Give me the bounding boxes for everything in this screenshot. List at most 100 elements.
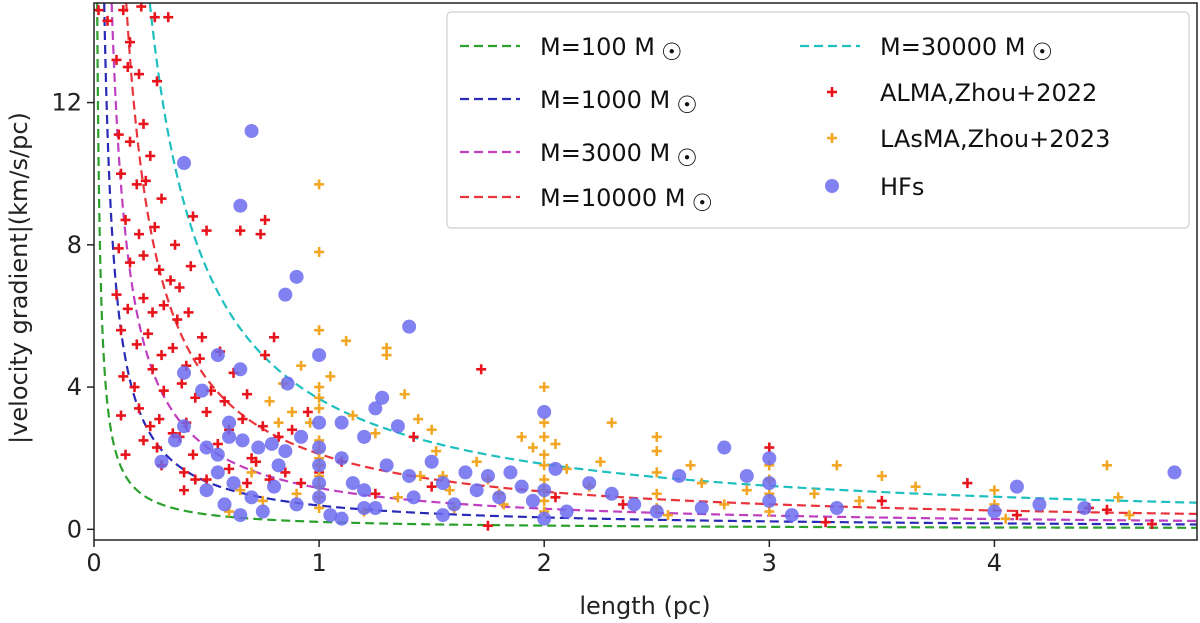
alma-point [179,485,190,496]
sun-symbol: ☉ [1032,38,1054,66]
alma-point [111,289,122,300]
sun-symbol: ☉ [661,38,683,66]
lasma-point [314,179,325,190]
alma-point [476,364,487,375]
alma-point [242,478,253,489]
alma-point [122,303,133,314]
alma-point [118,5,129,16]
lasma-point [314,246,325,257]
lasma-point [314,502,325,513]
lasma-point [550,438,561,449]
alma-point [190,392,201,403]
hfs-point [233,508,248,523]
hfs-point [334,451,349,466]
alma-point [172,314,183,325]
hfs-point [312,476,327,491]
alma-point [194,353,205,364]
hfs-point [251,440,266,455]
alma-point [129,382,140,393]
lasma-point [663,510,674,521]
alma-point [219,396,230,407]
lasma-point [370,428,381,439]
hfs-point [762,476,777,491]
hfs-point [334,511,349,526]
alma-point [255,229,266,240]
hfs-point [672,468,687,483]
alma-point [296,478,307,489]
lasma-point [561,463,572,474]
hfs-point [235,433,250,448]
plot-frame [93,2,1198,541]
alma-point [138,250,149,261]
alma-point [408,431,419,442]
lasma-point [854,495,865,506]
hfs-point [255,504,270,519]
lasma-point [235,485,246,496]
alma-point [156,350,167,361]
hfs-point [1077,500,1092,515]
hfs-point [503,465,518,480]
alma-point [149,222,160,233]
alma-point [237,414,248,425]
hfs-point [278,444,293,459]
alma-point [152,76,163,87]
lasma-point [415,470,426,481]
alma-point [165,275,176,286]
legend-marker-lasma [827,133,837,143]
hfs-point [345,476,360,491]
alma-point [1101,504,1112,515]
x-tick-label: 4 [987,549,1002,577]
sun-symbol: ☉ [692,189,714,217]
hfs-point [739,468,754,483]
lasma-point [264,396,275,407]
hfs-point [537,404,552,419]
hfs-point [264,436,279,451]
hfs-point [168,433,183,448]
alma-point [116,410,127,421]
hfs-point [210,447,225,462]
lasma-point [426,424,437,435]
alma-point [125,257,136,268]
x-tick-label: 3 [762,549,777,577]
hfs-point [458,465,473,480]
alma-point [131,179,142,190]
legend-box [446,11,1190,229]
alma-point [287,424,298,435]
lasma-point [341,335,352,346]
lasma-point [347,410,358,421]
lasma-point [314,382,325,393]
alma-point [482,520,493,531]
hfs-point [278,287,293,302]
alma-point [260,350,271,361]
hfs-point [210,348,225,363]
hfs-point [402,468,417,483]
alma-point [125,136,136,147]
sun-symbol: ☉ [676,144,698,172]
hfs-point [368,401,383,416]
alma-point [134,69,145,80]
hfs-point [514,479,529,494]
alma-point [138,118,149,129]
alma-point [122,62,133,73]
lasma-point [314,403,325,414]
alma-point [134,229,145,240]
lasma-point [539,431,550,442]
alma-point [235,225,246,236]
alma-point [185,261,196,272]
hfs-point [312,415,327,430]
hfs-point [537,511,552,526]
alma-point [116,168,127,179]
alma-point [158,385,169,396]
hfs-point [289,269,304,284]
hfs-point [784,508,799,523]
hfs-point [548,461,563,476]
hfs-point [222,429,237,444]
hfs-point [217,497,232,512]
y-tick-label: 4 [67,373,82,401]
alma-point [1146,518,1157,529]
legend-label-m100: M=100 M [540,33,655,61]
hfs-point [323,508,338,523]
x-axis-label: length (pc) [579,592,710,620]
alma-point [251,456,262,467]
